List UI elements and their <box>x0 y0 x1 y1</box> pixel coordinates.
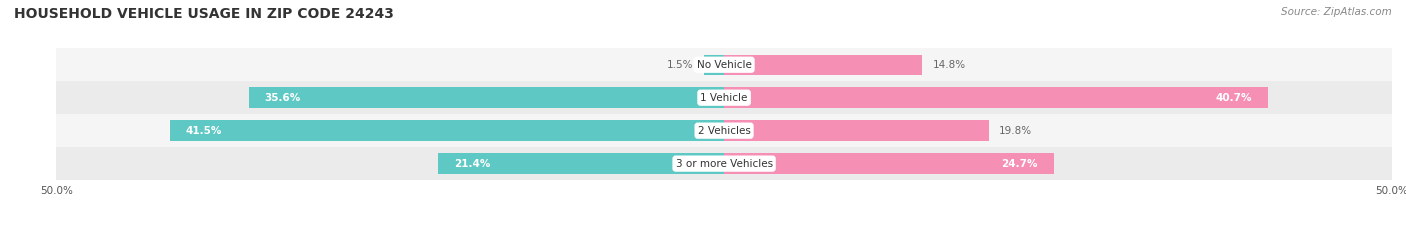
Text: HOUSEHOLD VEHICLE USAGE IN ZIP CODE 24243: HOUSEHOLD VEHICLE USAGE IN ZIP CODE 2424… <box>14 7 394 21</box>
Bar <box>704 55 724 75</box>
Bar <box>56 48 1392 81</box>
Bar <box>56 147 1392 180</box>
Bar <box>439 153 724 174</box>
Text: 1.5%: 1.5% <box>666 60 693 70</box>
Bar <box>56 114 1392 147</box>
Text: Source: ZipAtlas.com: Source: ZipAtlas.com <box>1281 7 1392 17</box>
Text: 19.8%: 19.8% <box>1000 126 1032 136</box>
Bar <box>56 81 1392 114</box>
Bar <box>249 87 724 108</box>
Text: 24.7%: 24.7% <box>1001 159 1038 169</box>
Text: No Vehicle: No Vehicle <box>696 60 752 70</box>
Text: 1 Vehicle: 1 Vehicle <box>700 93 748 103</box>
Text: 3 or more Vehicles: 3 or more Vehicles <box>675 159 773 169</box>
Bar <box>724 153 1054 174</box>
Bar <box>170 120 724 141</box>
Text: 21.4%: 21.4% <box>454 159 491 169</box>
Text: 41.5%: 41.5% <box>186 126 222 136</box>
Text: 14.8%: 14.8% <box>932 60 966 70</box>
Text: 40.7%: 40.7% <box>1215 93 1251 103</box>
Text: 35.6%: 35.6% <box>264 93 301 103</box>
Bar <box>724 87 1268 108</box>
Bar <box>724 120 988 141</box>
Text: 2 Vehicles: 2 Vehicles <box>697 126 751 136</box>
Bar <box>724 55 922 75</box>
